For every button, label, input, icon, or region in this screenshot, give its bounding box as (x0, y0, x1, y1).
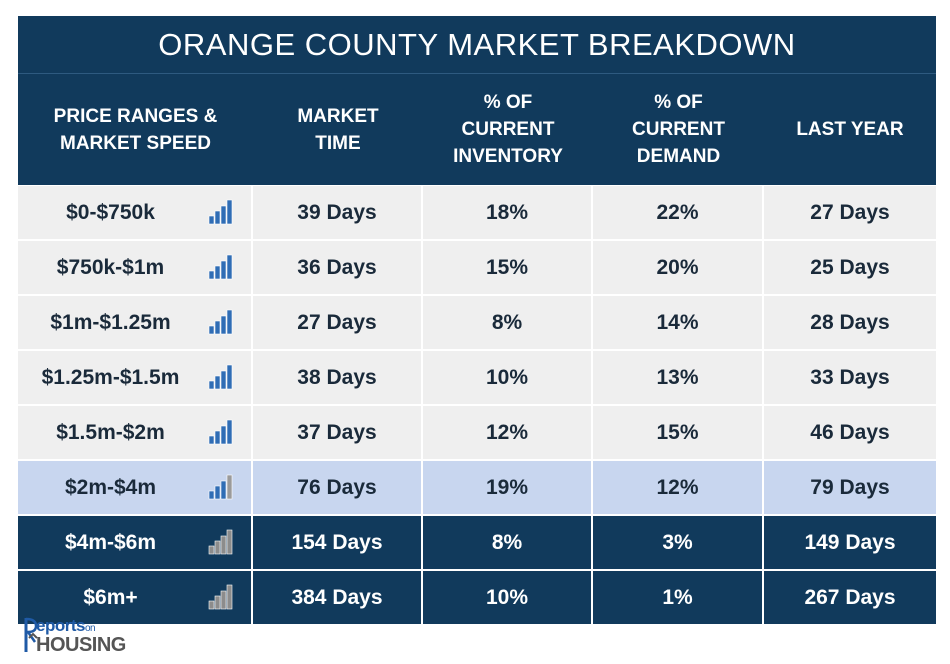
market-breakdown-table: ORANGE COUNTY MARKET BREAKDOWN PRICE RAN… (18, 16, 936, 626)
inventory-cell: 12% (423, 406, 593, 459)
logo-top-text: eportson (36, 616, 96, 635)
last-year-cell: 79 Days (764, 461, 936, 514)
price-range-label: $2m-$4m (64, 475, 157, 499)
price-range-cell: $4m-$6m (18, 516, 253, 569)
inventory-cell: 8% (423, 296, 593, 349)
market-time-cell: 154 Days (253, 516, 423, 569)
demand-cell: 3% (593, 516, 764, 569)
table-row: $1.25m-$1.5m 38 Days 10% 13% 33 Days (18, 351, 936, 406)
last-year-cell: 33 Days (764, 351, 936, 404)
last-year-cell: 27 Days (764, 186, 936, 239)
price-range-cell: $1.5m-$2m (18, 406, 253, 459)
demand-cell: 20% (593, 241, 764, 294)
inventory-cell: 10% (423, 571, 593, 624)
inventory-cell: 10% (423, 351, 593, 404)
last-year-cell: 28 Days (764, 296, 936, 349)
price-range-cell: $2m-$4m (18, 461, 253, 514)
inventory-cell: 18% (423, 186, 593, 239)
price-range-cell: $6m+ (18, 571, 253, 624)
inventory-cell: 19% (423, 461, 593, 514)
table-row: $2m-$4m 76 Days 19% 12% 79 Days (18, 461, 936, 516)
price-range-label: $750k-$1m (56, 255, 165, 279)
market-time-cell: 76 Days (253, 461, 423, 514)
logo-r-mark-icon (24, 617, 38, 652)
market-time-cell: 27 Days (253, 296, 423, 349)
signal-bars-blue-icon (208, 199, 234, 225)
reports-on-housing-logo: eportson HOUSING (24, 614, 144, 658)
table-row: $750k-$1m 36 Days 15% 20% 25 Days (18, 241, 936, 296)
market-time-cell: 36 Days (253, 241, 423, 294)
inventory-cell: 8% (423, 516, 593, 569)
demand-cell: 15% (593, 406, 764, 459)
market-time-cell: 384 Days (253, 571, 423, 624)
table-title: ORANGE COUNTY MARKET BREAKDOWN (18, 16, 936, 74)
signal-bars-gray-icon (208, 529, 234, 555)
signal-bars-blue-icon (208, 364, 234, 390)
last-year-cell: 25 Days (764, 241, 936, 294)
price-range-label: $0-$750k (66, 200, 155, 224)
price-range-cell: $750k-$1m (18, 241, 253, 294)
table-row: $6m+ 384 Days 10% 1% 267 Days (18, 571, 936, 626)
table-row: $4m-$6m 154 Days 8% 3% 149 Days (18, 516, 936, 571)
market-time-cell: 38 Days (253, 351, 423, 404)
price-range-label: $1.5m-$2m (56, 420, 165, 444)
table-row: $1.5m-$2m 37 Days 12% 15% 46 Days (18, 406, 936, 461)
price-range-label: $1.25m-$1.5m (41, 365, 180, 389)
signal-bars-blue-icon (208, 309, 234, 335)
signal-bars-partial-icon (208, 474, 234, 500)
demand-cell: 1% (593, 571, 764, 624)
header-price-ranges: PRICE RANGES & MARKET SPEED (53, 105, 218, 154)
table-row: $1m-$1.25m 27 Days 8% 14% 28 Days (18, 296, 936, 351)
market-time-cell: 37 Days (253, 406, 423, 459)
last-year-cell: 267 Days (764, 571, 936, 624)
signal-bars-gray-icon (208, 584, 234, 610)
header-inventory: % OF CURRENT INVENTORY (453, 92, 563, 167)
last-year-cell: 149 Days (764, 516, 936, 569)
price-range-cell: $0-$750k (18, 186, 253, 239)
logo-bottom-text: HOUSING (36, 634, 126, 656)
price-range-label: $4m-$6m (64, 530, 157, 554)
price-range-label: $1m-$1.25m (50, 310, 171, 334)
header-demand: % OF CURRENT DEMAND (632, 92, 725, 167)
price-range-cell: $1m-$1.25m (18, 296, 253, 349)
inventory-cell: 15% (423, 241, 593, 294)
demand-cell: 13% (593, 351, 764, 404)
last-year-cell: 46 Days (764, 406, 936, 459)
signal-bars-blue-icon (208, 254, 234, 280)
table-body: $0-$750k 39 Days 18% 22% 27 Days $750k-$1m 36 … (18, 186, 936, 626)
table-row: $0-$750k 39 Days 18% 22% 27 Days (18, 186, 936, 241)
header-market-time: MARKET TIME (297, 105, 379, 154)
signal-bars-blue-icon (208, 419, 234, 445)
demand-cell: 14% (593, 296, 764, 349)
demand-cell: 22% (593, 186, 764, 239)
price-range-label: $6m+ (83, 585, 138, 609)
header-row: PRICE RANGES & MARKET SPEED MARKET TIME … (18, 74, 936, 187)
price-range-cell: $1.25m-$1.5m (18, 351, 253, 404)
demand-cell: 12% (593, 461, 764, 514)
header-last-year: LAST YEAR (796, 119, 904, 140)
market-time-cell: 39 Days (253, 186, 423, 239)
